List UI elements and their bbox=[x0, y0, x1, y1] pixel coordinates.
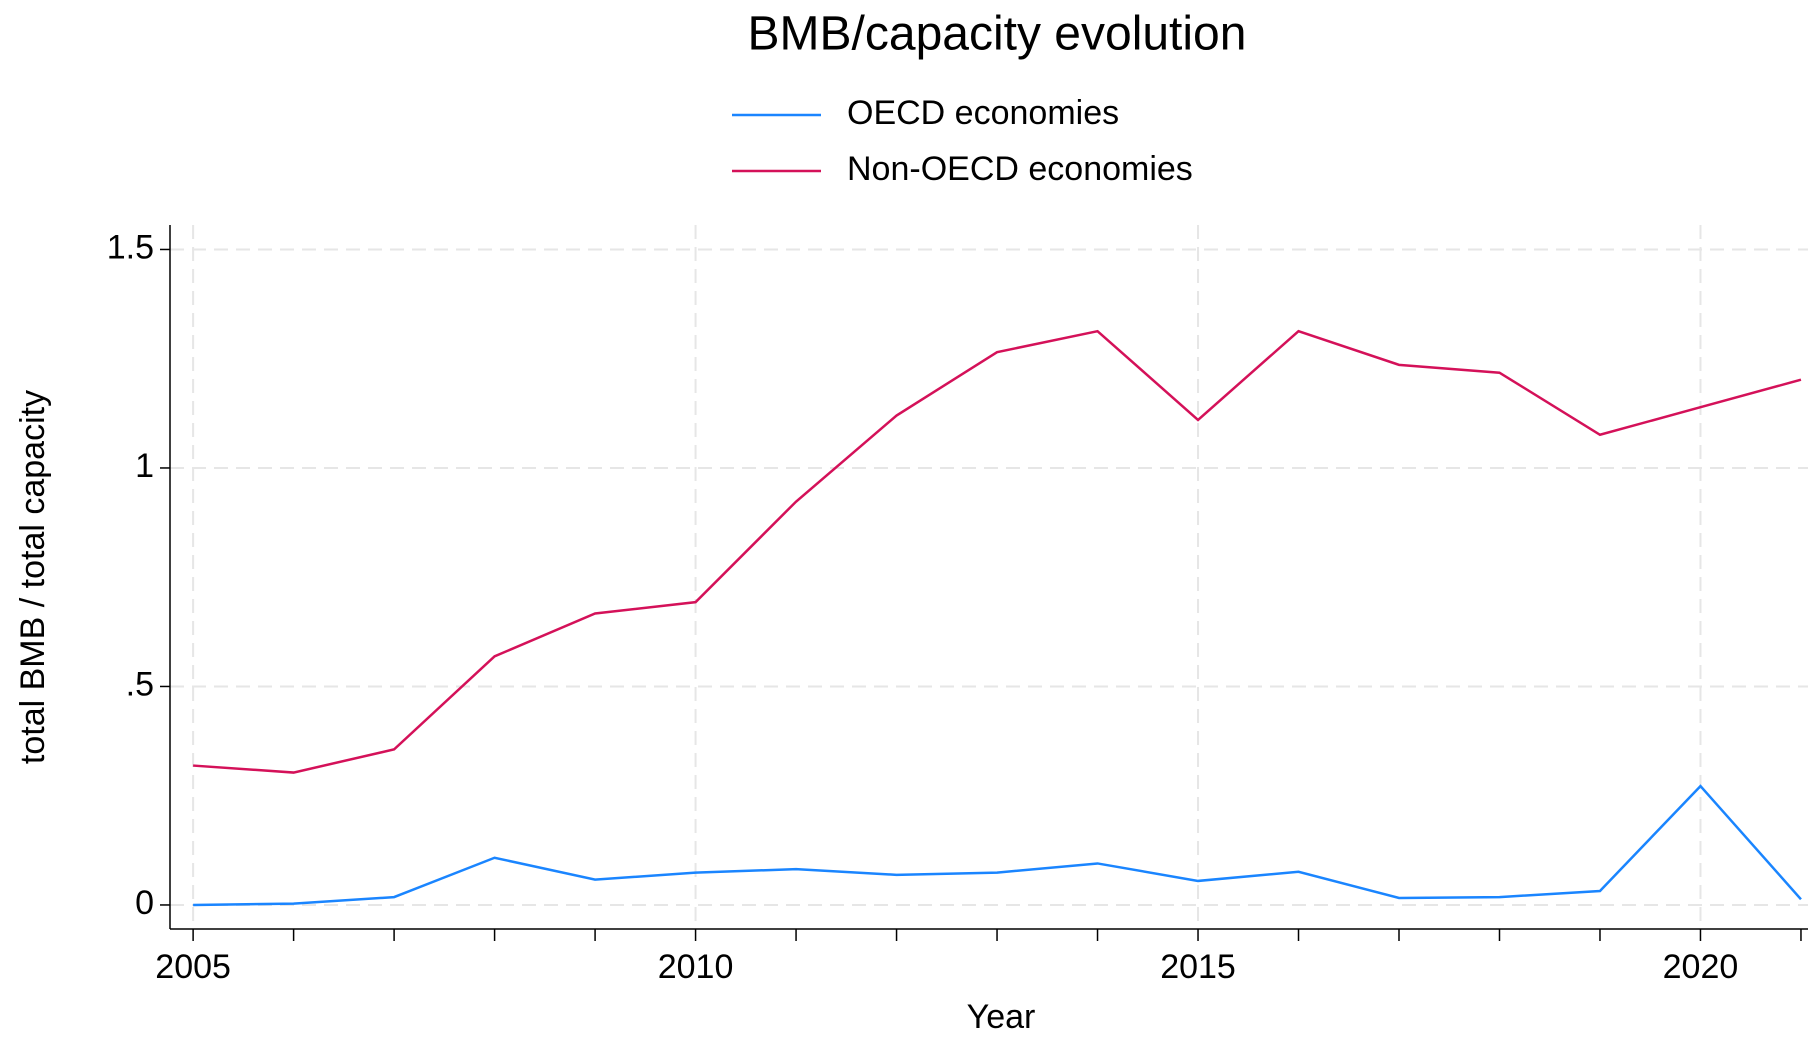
y-tick-label: 0 bbox=[135, 884, 154, 922]
y-tick-label: 1 bbox=[135, 447, 154, 485]
x-tick-label: 2015 bbox=[1160, 948, 1236, 986]
legend-label: OECD economies bbox=[847, 94, 1119, 132]
y-axis-label: total BMB / total capacity bbox=[14, 390, 52, 764]
chart-title: BMB/capacity evolution bbox=[748, 8, 1247, 61]
x-tick-label: 2005 bbox=[155, 948, 231, 986]
x-tick-label: 2020 bbox=[1663, 948, 1739, 986]
legend-label: Non-OECD economies bbox=[847, 150, 1193, 188]
line-series bbox=[193, 329, 1802, 774]
x-tick-label: 2010 bbox=[658, 948, 734, 986]
x-axis-label: Year bbox=[967, 998, 1036, 1036]
line-series bbox=[193, 784, 1802, 907]
y-tick-label: .5 bbox=[126, 665, 154, 703]
y-tick-label: 1.5 bbox=[107, 228, 154, 266]
